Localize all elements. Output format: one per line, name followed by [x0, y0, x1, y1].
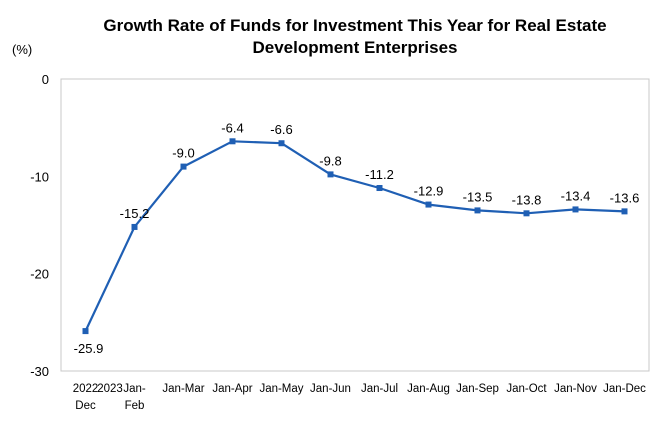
x-tick-label: Jan-Oct — [506, 383, 547, 395]
y-tick-label: -20 — [30, 267, 49, 282]
data-point — [131, 223, 138, 230]
data-point — [278, 140, 285, 147]
x-tick-label: Dec — [75, 400, 96, 412]
data-label: -15.2 — [120, 206, 150, 221]
x-tick-label: Jan-Nov — [554, 383, 597, 395]
x-tick-label: Jan-Apr — [212, 383, 252, 395]
data-label: -13.8 — [512, 192, 542, 207]
chart-title-line-2: Development Enterprises — [252, 38, 458, 57]
x-tick-label: Jan- — [123, 383, 146, 395]
data-label: -6.4 — [221, 120, 243, 135]
data-point — [572, 206, 579, 213]
data-point — [621, 208, 628, 215]
x-tick-label: Jan-Sep — [456, 383, 499, 395]
x-tick-label: Jan-Jun — [310, 383, 351, 395]
data-point — [229, 138, 236, 145]
x-tick-label: Jan-Mar — [162, 383, 204, 395]
y-axis: 0 -10 -20 -30 — [30, 72, 49, 379]
data-label: -13.6 — [610, 190, 640, 205]
data-label: -25.9 — [74, 341, 104, 356]
data-label: -9.8 — [319, 153, 341, 168]
x-tick-label: 2023 — [97, 383, 123, 395]
data-point — [425, 201, 432, 208]
chart-title-line-1: Growth Rate of Funds for Investment This… — [103, 16, 607, 35]
data-label: -6.6 — [270, 122, 292, 137]
data-point — [180, 163, 187, 170]
plot-area — [60, 78, 650, 372]
data-point — [376, 185, 383, 192]
data-point — [327, 171, 334, 178]
x-tick-label: Jan-May — [259, 383, 303, 395]
x-tick-label: Jan-Aug — [407, 383, 450, 395]
data-point — [523, 210, 530, 217]
data-label: -12.9 — [414, 184, 444, 199]
series-line — [84, 140, 625, 332]
data-point — [82, 328, 89, 335]
y-unit-label: (%) — [12, 42, 32, 57]
data-label: -13.5 — [463, 189, 493, 204]
x-tick-label: Jan-Jul — [361, 383, 398, 395]
data-label: -9.0 — [172, 146, 194, 161]
x-tick-label: Feb — [125, 400, 145, 412]
x-tick-label: Jan-Dec — [603, 383, 646, 395]
data-point — [474, 207, 481, 214]
series-group: -25.9 -15.2 -9.0 -6.4 -6.6 -9.8 -11.2 -12.9 -13.… — [74, 120, 640, 356]
y-tick-label: -30 — [30, 364, 49, 379]
y-tick-label: -10 — [30, 169, 49, 184]
x-tick-label: 2022 — [73, 383, 99, 395]
y-tick-label: 0 — [42, 72, 49, 87]
data-label: -13.4 — [561, 188, 591, 203]
data-label: -11.2 — [365, 167, 394, 182]
chart-title: Growth Rate of Funds for Investment This… — [60, 15, 650, 59]
